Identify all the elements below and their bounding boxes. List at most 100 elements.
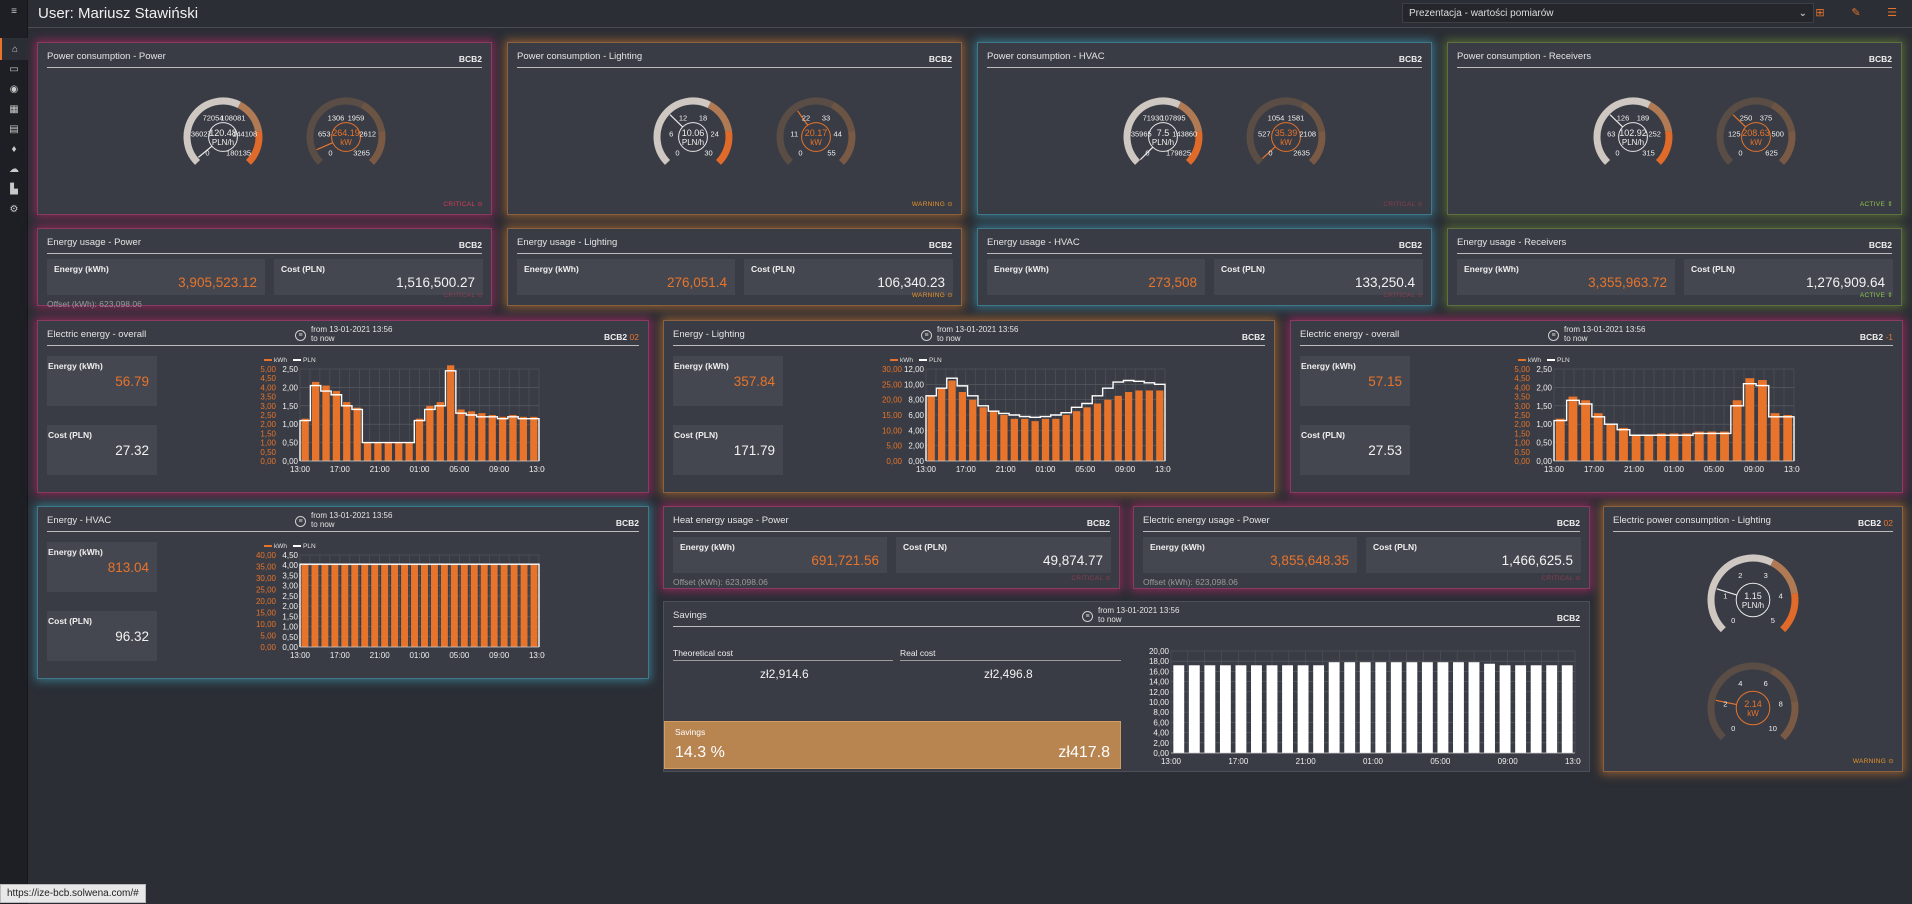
- gauge-tick-label: 2108: [1299, 130, 1316, 139]
- energy-value: 357.84: [733, 374, 775, 389]
- table-icon[interactable]: ▦: [9, 103, 19, 115]
- map-icon[interactable]: ▭: [9, 63, 19, 75]
- y-tick-label: 2,50: [282, 365, 298, 374]
- gauge-unit: PLN/h: [1152, 138, 1174, 147]
- chart: 0,00 2,00 4,00 6,00 8,00 10,00 12,00 0,00 5,00 10…: [882, 365, 1171, 474]
- cost-value: 106,340.23: [877, 275, 945, 290]
- period-icon[interactable]: ≡: [1082, 611, 1093, 622]
- bar: [1041, 418, 1050, 461]
- bar: [460, 564, 468, 647]
- gauge-arc-critical: [1185, 130, 1203, 165]
- bar: [1499, 665, 1511, 753]
- cost-value: 96.32: [115, 629, 149, 644]
- settings-icon[interactable]: ⚙: [9, 203, 19, 215]
- home-icon[interactable]: ⌂: [0, 38, 28, 60]
- eye-icon[interactable]: ◉: [9, 83, 19, 95]
- y-tick-label: 12,00: [1149, 688, 1170, 697]
- device-tag-label: BCB2: [928, 54, 952, 64]
- y-tick-label: 1,50: [282, 612, 298, 621]
- bar: [371, 564, 379, 647]
- panel-title: Power consumption - Power: [47, 51, 166, 62]
- gauge-arc-critical: [1308, 130, 1326, 165]
- gauge-tick-label: 189: [1637, 113, 1650, 122]
- device-tag-label: BCB2: [458, 240, 482, 250]
- cloud-icon[interactable]: ☁: [9, 163, 19, 175]
- device-tag-label: BCB2: [1086, 518, 1110, 528]
- y-tick-label: 10,00: [1149, 698, 1170, 707]
- bar: [447, 365, 455, 461]
- gauge-tick-label: 18: [699, 113, 707, 122]
- gauge-tick-label: 6: [1764, 679, 1768, 688]
- gauge-tick-label: 0: [1268, 149, 1272, 158]
- y-tick-label: 16,00: [1149, 667, 1170, 676]
- sliders-icon[interactable]: ☰: [1887, 7, 1897, 19]
- bar: [363, 442, 372, 461]
- bell-icon[interactable]: ♦: [11, 143, 17, 155]
- pln-line: [299, 370, 540, 461]
- edit-icon[interactable]: ✎: [1851, 7, 1861, 19]
- gauge-tick-label: 44: [834, 130, 842, 139]
- gauge-tick-label: 4: [1738, 679, 1742, 688]
- cost-label: Cost (PLN): [48, 616, 92, 626]
- y-tick-label: 6,00: [908, 411, 924, 420]
- bar: [436, 402, 444, 461]
- title-divider: [1300, 345, 1893, 346]
- period-icon[interactable]: ≡: [921, 330, 932, 341]
- gauge-arc-critical: [1778, 130, 1796, 165]
- bar: [1745, 378, 1755, 461]
- power-gauge-panel: Power consumption - HVAC BCB2 0 35965 71930 1…: [977, 42, 1432, 215]
- bar: [1783, 415, 1793, 461]
- gauge-unit: PLN/h: [1742, 601, 1764, 610]
- gauge-value: 7.5: [1157, 128, 1170, 138]
- gauge-tick-label: 180135: [226, 149, 251, 158]
- bar: [1421, 662, 1433, 753]
- gauge-unit: PLN/h: [212, 138, 234, 147]
- bar: [1406, 662, 1418, 753]
- bar: [1188, 665, 1200, 753]
- bar: [301, 564, 309, 647]
- bar: [478, 413, 486, 461]
- cost-box: Cost (PLN) 27.53: [1300, 425, 1410, 475]
- panel-title: Heat energy usage - Power: [673, 515, 789, 526]
- x-tick-label: 21:00: [1624, 465, 1645, 474]
- cost-box: Cost (PLN) 1,516,500.27: [274, 259, 483, 295]
- gauge-arc-critical: [1655, 130, 1673, 165]
- gauge-arc-warning: [1300, 101, 1326, 133]
- chart-legend: kWh PLN: [890, 357, 942, 364]
- menu-icon[interactable]: ≡: [11, 5, 17, 17]
- period-icon[interactable]: ≡: [1548, 330, 1559, 341]
- pln-line: [299, 563, 540, 647]
- grid-icon[interactable]: ⊞: [1815, 7, 1825, 19]
- period-icon[interactable]: ≡: [295, 330, 306, 341]
- gauge-tick-label: 527: [1258, 130, 1271, 139]
- energy-usage-panel: Heat energy usage - Power BCB2 Energy (kWh…: [663, 506, 1120, 589]
- bar: [1073, 411, 1081, 461]
- device-tag-label: BCB2: [1859, 332, 1884, 342]
- gauge-tick-label: 0: [1145, 149, 1149, 158]
- x-tick-label: 05:00: [449, 465, 470, 474]
- gauge-tick-label: 1: [1723, 592, 1727, 601]
- y2-tick-label: 2,00: [1514, 420, 1530, 429]
- preset-select[interactable]: Prezentacja - wartości pomiarów ⌄: [1402, 3, 1814, 23]
- gauge-arc-critical: [1780, 592, 1799, 633]
- cost-label: Cost (PLN): [1301, 430, 1345, 440]
- calendar-icon[interactable]: ▤: [9, 123, 19, 135]
- gauge-tick-label: 2: [1738, 571, 1742, 580]
- period-icon[interactable]: ≡: [295, 516, 306, 527]
- device-tag-label: BCB2: [458, 54, 482, 64]
- bar: [361, 564, 369, 647]
- title-divider: [47, 531, 639, 532]
- bar: [1297, 665, 1309, 753]
- gauge-tick-label: 252: [1648, 130, 1661, 139]
- bar: [958, 392, 967, 461]
- period-from: from 13-01-2021 13:56: [1564, 325, 1646, 334]
- period-text: from 13-01-2021 13:56 to now: [1564, 325, 1645, 343]
- device-tag: BCB2: [929, 54, 952, 64]
- y2-tick-label: 30,00: [256, 574, 277, 583]
- industry-icon[interactable]: ▙: [10, 183, 18, 195]
- status-badge: WARNING ⊙: [912, 200, 953, 208]
- device-tag: BCB2: [1557, 518, 1580, 528]
- status-text: CRITICAL: [1383, 201, 1416, 208]
- gauge-tick-label: 108081: [220, 113, 245, 122]
